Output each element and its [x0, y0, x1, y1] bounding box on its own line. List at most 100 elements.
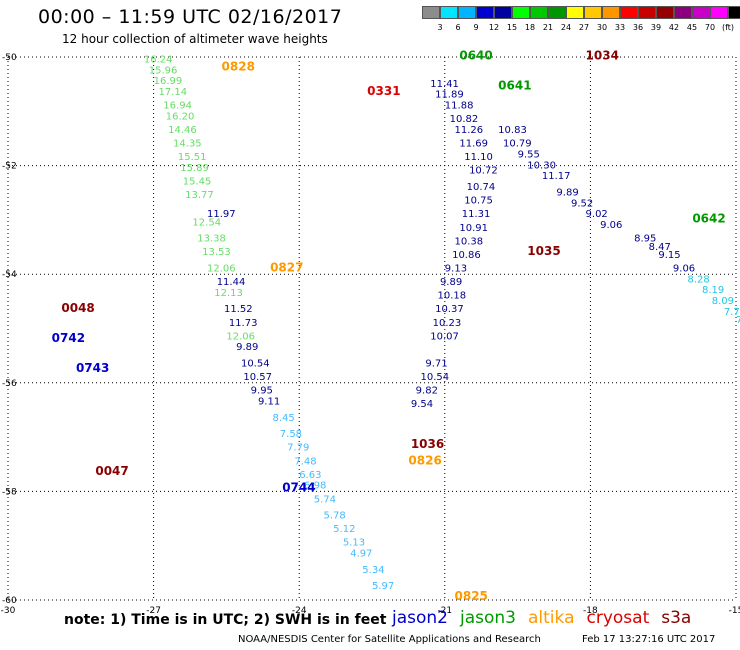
credit-text: NOAA/NESDIS Center for Satellite Applica… [238, 634, 541, 645]
wave-height-label: 10.74 [467, 182, 496, 193]
wave-height-label: 11.88 [445, 101, 474, 112]
footer-note: note: 1) Time is in UTC; 2) SWH is in fe… [64, 612, 387, 628]
colorbar-swatch [566, 6, 584, 19]
colorbar-swatch [476, 6, 494, 19]
y-tick-label: -56 [2, 379, 17, 389]
wave-height-label: 10.54 [241, 359, 270, 370]
wave-height-label: 10.18 [438, 291, 467, 302]
wave-height-label: 5.34 [362, 565, 384, 576]
wave-height-label: 5.78 [323, 511, 345, 522]
colorbar-swatch [620, 6, 638, 19]
x-tick-label: -21 [437, 606, 452, 616]
colorbar-tick-label: 15 [506, 23, 518, 32]
colorbar-tick-label: 30 [596, 23, 608, 32]
wave-height-label: 15.96 [149, 65, 178, 76]
wave-height-label: 15.51 [178, 152, 207, 163]
wave-height-label: 10.75 [464, 196, 493, 207]
wave-height-label: 10.57 [243, 372, 272, 383]
wave-height-label: 9.71 [425, 359, 447, 370]
y-tick-label: -58 [2, 487, 17, 497]
colorbar-swatch [710, 6, 728, 19]
wave-height-label: 14.46 [168, 125, 197, 136]
wave-height-label: 12.54 [192, 217, 221, 228]
colorbar-swatch [692, 6, 710, 19]
wave-height-label: 9.06 [600, 220, 622, 231]
wave-height-label: 7.48 [294, 456, 316, 467]
colorbar-tick-label: 39 [650, 23, 662, 32]
wave-height-label: 4.97 [350, 549, 372, 560]
wave-height-label: 11.44 [217, 277, 246, 288]
colorbar-tick-label: 3 [437, 23, 443, 32]
wave-height-label: 8.28 [687, 274, 709, 285]
pass-time-label: 0048 [61, 301, 94, 315]
wave-height-label: 9.52 [571, 198, 593, 209]
y-tick-label: -54 [2, 270, 17, 280]
wave-height-label: 16.24 [144, 54, 173, 65]
timestamp: Feb 17 13:27:16 UTC 2017 [582, 634, 716, 645]
colorbar-swatch [638, 6, 656, 19]
wave-height-label: 13.77 [185, 190, 214, 201]
colorbar-tick-label: 45 [686, 23, 698, 32]
wave-height-label: 15.89 [180, 163, 209, 174]
colorbar-swatch [728, 6, 740, 19]
pass-time-label: 0641 [498, 79, 531, 93]
wave-height-label: 10.38 [455, 236, 484, 247]
wave-height-label: 9.95 [251, 386, 273, 397]
wave-height-label: 8.45 [273, 413, 295, 424]
legend-item: jason2 [392, 608, 448, 628]
colorbar-swatch [548, 6, 566, 19]
wave-height-label: 11.52 [224, 304, 253, 315]
colorbar [422, 6, 740, 19]
y-tick-label: -50 [2, 53, 17, 63]
pass-time-label: 0742 [52, 331, 85, 345]
wave-height-label: 6.63 [299, 470, 321, 481]
wave-height-label: 11.31 [462, 209, 491, 220]
legend-item: cryosat [586, 608, 650, 628]
wave-height-label: 12.13 [214, 288, 243, 299]
colorbar-tick-label: 21 [542, 23, 554, 32]
colorbar-swatch [440, 6, 458, 19]
wave-height-label: 10.82 [450, 114, 479, 125]
pass-time-label: 0827 [270, 260, 303, 274]
wave-height-label: 10.07 [430, 331, 459, 342]
wave-height-label: 9.13 [445, 263, 467, 274]
pass-time-label: 0825 [455, 589, 488, 603]
wave-height-label: 10.54 [421, 372, 450, 383]
wave-height-label: 14.35 [173, 139, 202, 150]
wave-height-label: 13.53 [202, 247, 231, 258]
colorbar-tick-label: 9 [473, 23, 479, 32]
colorbar-tick-label: 24 [560, 23, 572, 32]
wave-height-label: 9.82 [416, 386, 438, 397]
pass-time-label: 0642 [692, 212, 725, 226]
legend-item: altika [528, 608, 575, 628]
x-tick-label: -27 [146, 606, 161, 616]
wave-height-label: 11.97 [207, 209, 236, 220]
colorbar-tick-label: 6 [455, 23, 461, 32]
colorbar-tick-label: 27 [578, 23, 590, 32]
colorbar-tick-label: (ft) [721, 23, 735, 32]
pass-time-label: 0640 [459, 49, 492, 63]
wave-height-label: 9.89 [236, 342, 258, 353]
pass-time-label: 0743 [76, 361, 109, 375]
wave-height-label: 16.99 [154, 76, 183, 87]
x-tick-label: -15 [729, 606, 740, 616]
x-tick-label: -30 [1, 606, 16, 616]
pass-time-label: 0331 [367, 84, 400, 98]
pass-time-label: 0826 [408, 453, 441, 467]
pass-time-label: 0828 [222, 60, 255, 74]
wave-height-label: 8.47 [649, 242, 671, 253]
colorbar-tick-label: 12 [488, 23, 500, 32]
pass-time-label: 1036 [411, 437, 444, 451]
wave-height-label: 11.10 [464, 152, 493, 163]
wave-height-label: 10.83 [498, 125, 527, 136]
wave-height-label: 13.38 [197, 234, 226, 245]
wave-height-label: 7.76 [724, 307, 740, 318]
wave-height-label: 5.13 [343, 538, 365, 549]
pass-time-label: 1035 [527, 244, 560, 258]
wave-height-label: 9.15 [658, 250, 680, 261]
pass-time-label: 0744 [282, 480, 315, 494]
chart-title: 00:00 – 11:59 UTC 02/16/2017 [38, 6, 343, 28]
wave-height-label: 9.02 [586, 209, 608, 220]
wave-height-label: 10.72 [469, 166, 498, 177]
